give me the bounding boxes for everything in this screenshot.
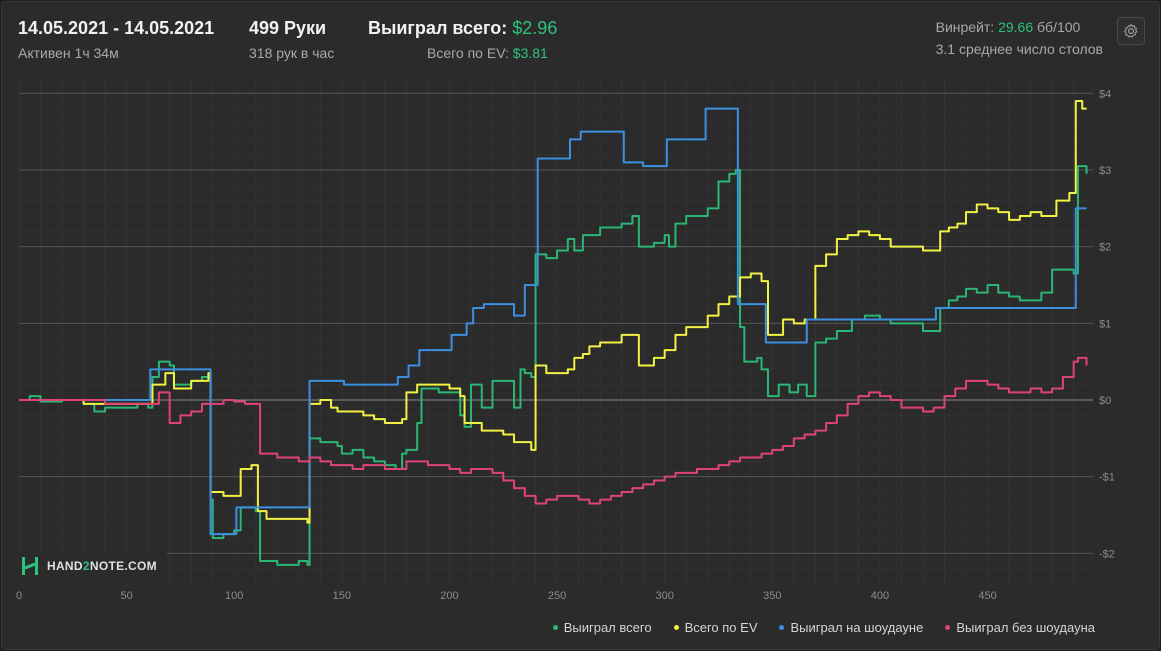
x-tick-label: 300 (656, 590, 674, 602)
winrate-label: Винрейт: (935, 19, 995, 35)
hand2note-logo-icon (22, 557, 38, 575)
series-line-won (19, 165, 1088, 566)
series-line-showdown (19, 107, 1087, 536)
x-tick-label: 450 (978, 590, 996, 602)
legend-item-won[interactable]: Выиграл всего (552, 620, 652, 635)
winrate-unit: бб/100 (1037, 19, 1081, 35)
ev-total-label: Всего по EV: (427, 45, 509, 61)
x-tick-label: 200 (440, 590, 458, 602)
y-tick-label: $0 (1099, 395, 1111, 407)
x-tick-label: 100 (225, 590, 243, 602)
date-range: 14.05.2021 - 14.05.2021 (18, 18, 215, 38)
winrate-value: 29.66 (998, 19, 1034, 35)
won-block: Выиграл всего: $2.96 Всего по EV: $3.81 (368, 18, 557, 61)
x-tick-label: 250 (548, 590, 566, 602)
hands-per-hour: 318 рук в час (249, 45, 335, 61)
hand2note-logo-text: HAND2NOTE.COM (47, 559, 157, 573)
avg-tables: 3.1 среднее число столов (935, 41, 1103, 57)
ev-total: Всего по EV: $3.81 (427, 45, 557, 61)
legend-label-non-showdown: Выиграл без шоудауна (956, 620, 1095, 635)
chart-legend: Выиграл всего Всего по EV Выиграл на шоу… (552, 620, 1095, 635)
x-tick-label: 150 (333, 590, 351, 602)
date-block: 14.05.2021 - 14.05.2021 Активен 1ч 34м (18, 18, 214, 61)
series-line-ev (19, 100, 1087, 524)
legend-label-ev: Всего по EV (684, 620, 758, 635)
y-tick-label: $2 (1099, 242, 1111, 254)
active-time: Активен 1ч 34м (18, 45, 119, 61)
legend-dot-showdown (779, 625, 785, 630)
winrate-block: Винрейт: 29.66 бб/100 3.1 среднее число … (936, 19, 1103, 57)
x-tick-label: 400 (871, 590, 889, 602)
won-total-value: $2.96 (512, 18, 558, 38)
legend-label-won: Выиграл всего (563, 620, 652, 635)
y-tick-label: -$2 (1099, 548, 1115, 560)
ev-total-value: $3.81 (512, 45, 548, 61)
won-total-label: Выиграл всего: (368, 18, 508, 38)
legend-dot-ev (673, 625, 679, 630)
hands-count: 499 Руки (249, 18, 327, 38)
legend-item-showdown[interactable]: Выиграл на шоудауне (779, 620, 923, 635)
settings-button[interactable] (1117, 17, 1145, 45)
winrate: Винрейт: 29.66 бб/100 (936, 19, 1103, 35)
legend-dot-non-showdown (945, 625, 951, 630)
x-tick-label: 0 (16, 590, 22, 602)
x-tick-label: 350 (763, 590, 781, 602)
y-tick-label: $4 (1099, 88, 1111, 100)
y-tick-label: $1 (1099, 318, 1111, 330)
hand2note-logo: HAND2NOTE.COM (19, 552, 167, 580)
y-tick-label: $3 (1099, 165, 1111, 177)
legend-item-ev[interactable]: Всего по EV (673, 620, 758, 635)
legend-item-non-showdown[interactable]: Выиграл без шоудауна (945, 620, 1095, 635)
gear-icon (1124, 23, 1138, 38)
y-tick-label: -$1 (1099, 472, 1115, 484)
won-total: Выиграл всего: $2.96 (368, 18, 557, 39)
hands-block: 499 Руки 318 рук в час (249, 18, 334, 61)
series-line-non-showdown (19, 356, 1088, 505)
legend-dot-won (552, 625, 558, 630)
x-tick-label: 50 (120, 590, 132, 602)
legend-label-showdown: Выиграл на шоудауне (790, 620, 924, 635)
